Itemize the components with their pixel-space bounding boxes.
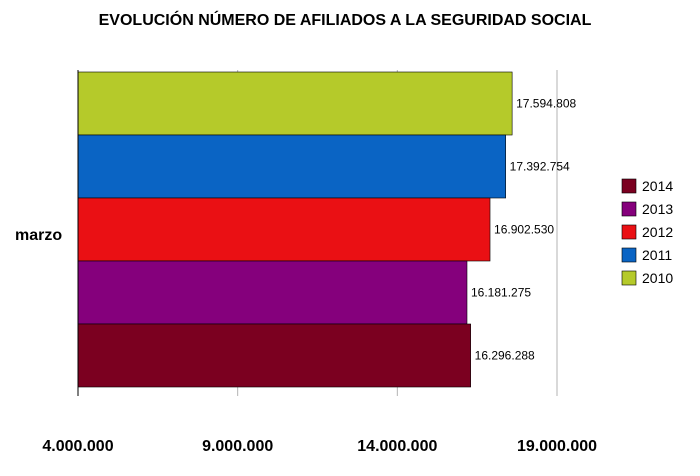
bar-2010 bbox=[77, 71, 513, 136]
x-tick-label: 4.000.000 bbox=[42, 438, 113, 455]
bar-2014 bbox=[77, 323, 471, 388]
bar-2013 bbox=[77, 260, 468, 325]
legend-swatch-2011 bbox=[621, 247, 637, 263]
bars: 17.594.808 17.392.754 16.902.530 16.181.275… bbox=[77, 71, 577, 388]
legend-label-2011: 2011 bbox=[642, 247, 672, 263]
legend-swatch-2014 bbox=[621, 178, 637, 194]
legend-label-2013: 2013 bbox=[642, 201, 673, 217]
chart-title: EVOLUCIÓN NÚMERO DE AFILIADOS A LA SEGUR… bbox=[99, 10, 592, 29]
bar-2011 bbox=[77, 134, 506, 199]
legend-label-2012: 2012 bbox=[642, 224, 673, 240]
legend-swatch-2012 bbox=[621, 224, 637, 240]
bar-2012 bbox=[77, 197, 491, 262]
legend-label-2014: 2014 bbox=[642, 178, 673, 194]
x-tick-label: 19.000.000 bbox=[517, 438, 597, 455]
data-label-2014: 16.296.288 bbox=[475, 349, 535, 363]
x-ticks: 4.000.000 9.000.000 14.000.000 19.000.000 bbox=[42, 438, 597, 455]
data-label-2010: 17.594.808 bbox=[516, 97, 576, 111]
data-label-2011: 17.392.754 bbox=[510, 160, 570, 174]
legend-swatch-2010 bbox=[621, 270, 637, 286]
x-tick-label: 9.000.000 bbox=[202, 438, 273, 455]
x-tick-label: 14.000.000 bbox=[357, 438, 437, 455]
legend-swatch-2013 bbox=[621, 201, 637, 217]
legend: 2014 2013 2012 2011 2010 bbox=[621, 178, 673, 286]
legend-label-2010: 2010 bbox=[642, 270, 673, 286]
data-label-2012: 16.902.530 bbox=[494, 223, 554, 237]
data-label-2013: 16.181.275 bbox=[471, 286, 531, 300]
category-label: marzo bbox=[15, 227, 62, 244]
